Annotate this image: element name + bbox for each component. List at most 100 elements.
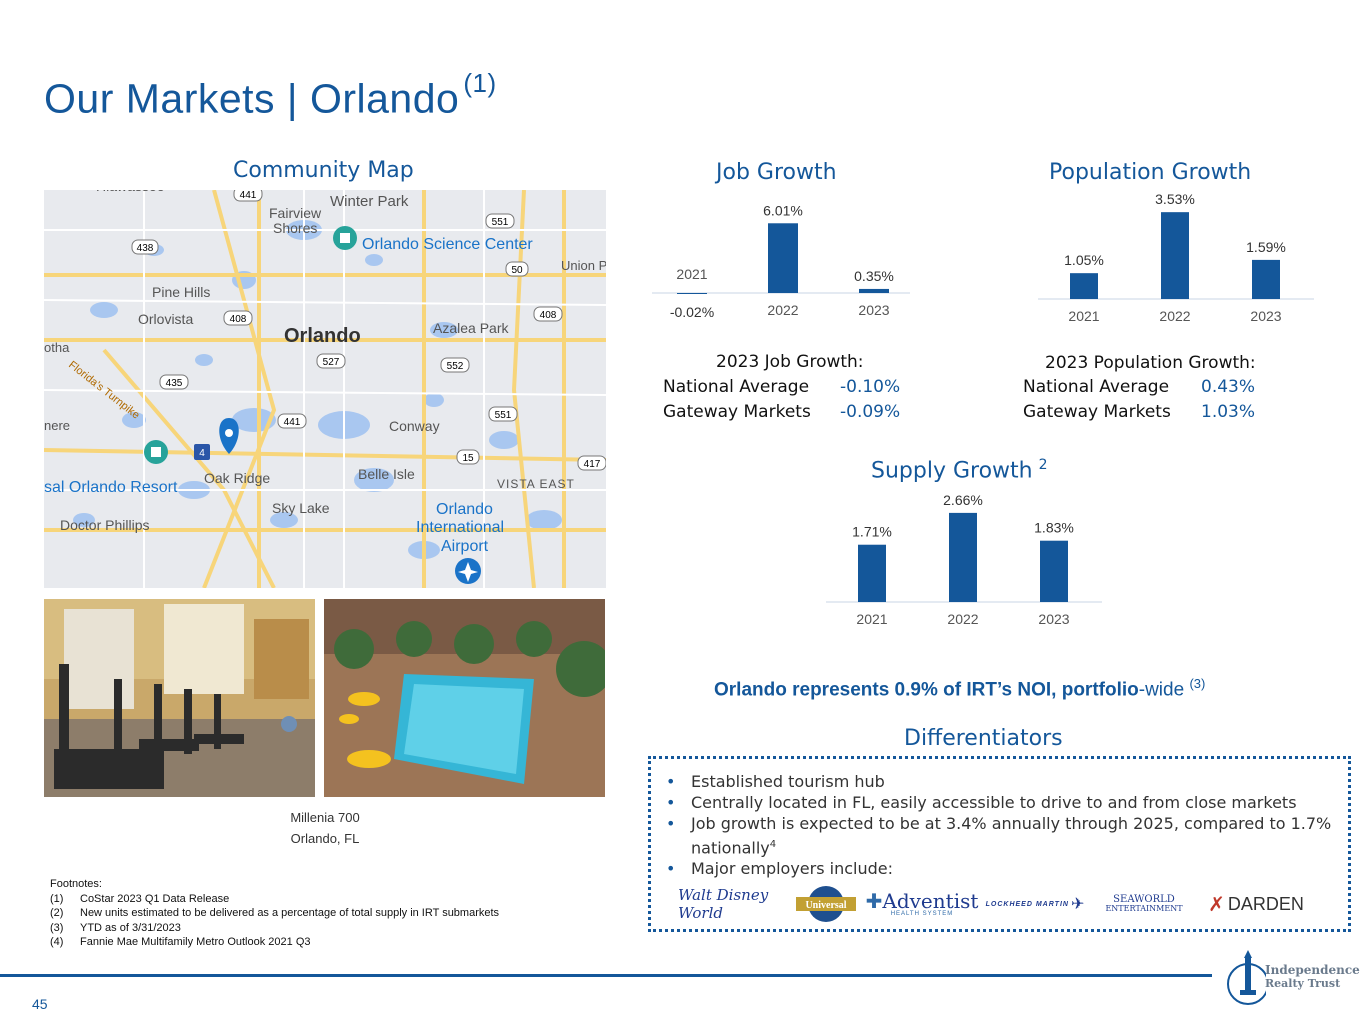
- svg-text:Airport: Airport: [441, 538, 489, 555]
- supply-growth-chart: 1.71% 2021 2.66% 2022 1.83% 2023: [826, 488, 1102, 628]
- svg-text:Sky Lake: Sky Lake: [272, 500, 330, 516]
- chart-data-label: -0.02%: [670, 304, 714, 320]
- chart-data-label: 1.71%: [852, 524, 892, 540]
- chart-bar: [677, 293, 707, 294]
- chart-tick-label: 2022: [767, 302, 798, 318]
- svg-text:otha: otha: [44, 340, 70, 355]
- svg-text:VISTA EAST: VISTA EAST: [497, 477, 575, 491]
- irt-logo-line2: Realty Trust: [1265, 977, 1341, 990]
- employer-logos: Walt Disney World Universal ✚Adventist H…: [678, 884, 1318, 924]
- svg-text:Union P: Union P: [561, 258, 606, 273]
- svg-text:Universal: Universal: [805, 900, 846, 911]
- svg-text:Orlando: Orlando: [436, 501, 493, 518]
- footnote-item: (3) YTD as of 3/31/2023: [50, 921, 181, 934]
- svg-text:Orlando Science Center: Orlando Science Center: [362, 236, 533, 253]
- stat-value: -0.09%: [840, 402, 901, 422]
- map-graphic: Hiawassee Winter Park Fairview Shores Or…: [44, 190, 606, 588]
- chart-tick-label: 2021: [1068, 308, 1099, 324]
- chart-data-label: 0.35%: [854, 268, 894, 284]
- footnotes-heading: Footnotes:: [50, 878, 102, 890]
- universal-logo: Universal: [794, 884, 858, 924]
- population-growth-chart: 1.05% 2021 3.53% 2022 1.59% 2023: [1038, 190, 1314, 330]
- chart-data-label: 1.59%: [1246, 239, 1286, 255]
- irt-logo: Independence Realty Trust: [1226, 950, 1360, 1010]
- chart-bar: [858, 544, 886, 602]
- footnotes: Footnotes: (1) CoStar 2023 Q1 Data Releas…: [50, 877, 499, 950]
- svg-text:4: 4: [199, 448, 205, 459]
- darden-logo: ✗ DARDEN: [1208, 893, 1304, 916]
- chart-bar: [949, 512, 977, 602]
- svg-text:Conway: Conway: [389, 418, 440, 434]
- job-stats-gateway: Gateway Markets -0.09%: [663, 402, 913, 422]
- svg-text:408: 408: [230, 314, 247, 325]
- svg-text:417: 417: [584, 459, 601, 470]
- photo-caption-location: Orlando, FL: [290, 831, 360, 846]
- job-stats-national: National Average -0.10%: [663, 377, 913, 397]
- svg-text:551: 551: [495, 410, 512, 421]
- chart-data-label: 2.66%: [943, 492, 983, 508]
- svg-text:441: 441: [284, 417, 301, 428]
- svg-text:552: 552: [447, 361, 464, 372]
- svg-text:551: 551: [492, 217, 509, 228]
- chart-data-label: 3.53%: [1155, 191, 1195, 207]
- chart-data-label: 1.05%: [1064, 252, 1104, 268]
- pop-stats-gateway: Gateway Markets 1.03%: [1023, 402, 1273, 422]
- page-title: Our Markets | Orlando (1): [44, 68, 497, 122]
- svg-text:441: 441: [240, 190, 257, 201]
- bullet-item: Centrally located in FL, easily accessib…: [666, 792, 1346, 813]
- chart-bar: [1161, 212, 1189, 299]
- chart-tick-label: 2021: [856, 611, 887, 627]
- chart-bar: [768, 223, 798, 293]
- stat-label: Gateway Markets: [1023, 402, 1171, 422]
- bullet-item: Major employers include:: [666, 858, 1346, 879]
- seaworld-logo: SEAWORLD ENTERTAINMENT: [1105, 893, 1183, 914]
- chart-tick-label: 2023: [1250, 308, 1281, 324]
- svg-text:Belle Isle: Belle Isle: [358, 466, 415, 482]
- community-map[interactable]: Hiawassee Winter Park Fairview Shores Or…: [44, 190, 606, 588]
- chart-bar: [1252, 259, 1280, 299]
- supply-growth-svg: 1.71% 2021 2.66% 2022 1.83% 2023: [826, 492, 1102, 627]
- svg-text:nere: nere: [44, 418, 70, 433]
- svg-text:Winter Park: Winter Park: [330, 193, 409, 210]
- svg-text:Pine Hills: Pine Hills: [152, 284, 210, 300]
- lockheed-martin-logo: LOCKHEED MARTIN ✈: [985, 896, 1085, 913]
- svg-text:435: 435: [166, 378, 183, 389]
- differentiators-list: Established tourism hub Centrally locate…: [666, 771, 1346, 879]
- photo-caption-name: Millenia 700: [290, 810, 360, 825]
- irt-logo-icon: [1227, 950, 1266, 1005]
- stat-value: 0.43%: [1201, 377, 1256, 397]
- pop-stats-title: 2023 Population Growth:: [1045, 353, 1256, 373]
- svg-text:438: 438: [137, 243, 154, 254]
- job-stats-title: 2023 Job Growth:: [716, 352, 864, 372]
- job-growth-title: Job Growth: [716, 160, 837, 185]
- stat-label: Gateway Markets: [663, 402, 811, 422]
- svg-text:15: 15: [462, 453, 474, 464]
- population-growth-title: Population Growth: [1049, 160, 1252, 185]
- chart-tick-label: 2021: [676, 266, 707, 282]
- chart-data-label: 1.83%: [1034, 520, 1074, 536]
- footnote-item: (2) New units estimated to be delivered a…: [50, 907, 500, 919]
- svg-text:Shores: Shores: [273, 220, 317, 236]
- svg-text:Azalea Park: Azalea Park: [433, 320, 509, 336]
- footer-rule: [0, 974, 1212, 977]
- adventist-logo: ✚Adventist HEALTH SYSTEM: [865, 889, 979, 917]
- irt-logo-line1: Independence: [1265, 963, 1360, 977]
- disney-logo: Walt Disney World: [678, 886, 769, 922]
- chart-tick-label: 2023: [858, 302, 889, 318]
- footnote-item: (4) Fannie Mae Multifamily Metro Outlook …: [50, 936, 311, 948]
- chart-tick-label: 2022: [947, 611, 978, 627]
- chart-bar: [1040, 540, 1068, 602]
- svg-text:527: 527: [323, 357, 340, 368]
- pop-stats-national: National Average 0.43%: [1023, 377, 1273, 397]
- job-growth-svg: -0.02% 2021 6.01% 2022 0.35% 2023: [652, 202, 910, 320]
- page-number: 45: [32, 996, 48, 1012]
- svg-text:Hiawassee: Hiawassee: [96, 190, 165, 194]
- svg-text:Doctor Phillips: Doctor Phillips: [60, 517, 149, 533]
- job-growth-chart: -0.02% 2021 6.01% 2022 0.35% 2023: [652, 190, 912, 330]
- chart-tick-label: 2023: [1038, 611, 1069, 627]
- svg-text:Fairview: Fairview: [269, 205, 322, 221]
- svg-text:International: International: [416, 519, 504, 536]
- svg-text:408: 408: [540, 310, 557, 321]
- svg-text:50: 50: [511, 265, 523, 276]
- svg-text:sal Orlando Resort: sal Orlando Resort: [44, 479, 178, 496]
